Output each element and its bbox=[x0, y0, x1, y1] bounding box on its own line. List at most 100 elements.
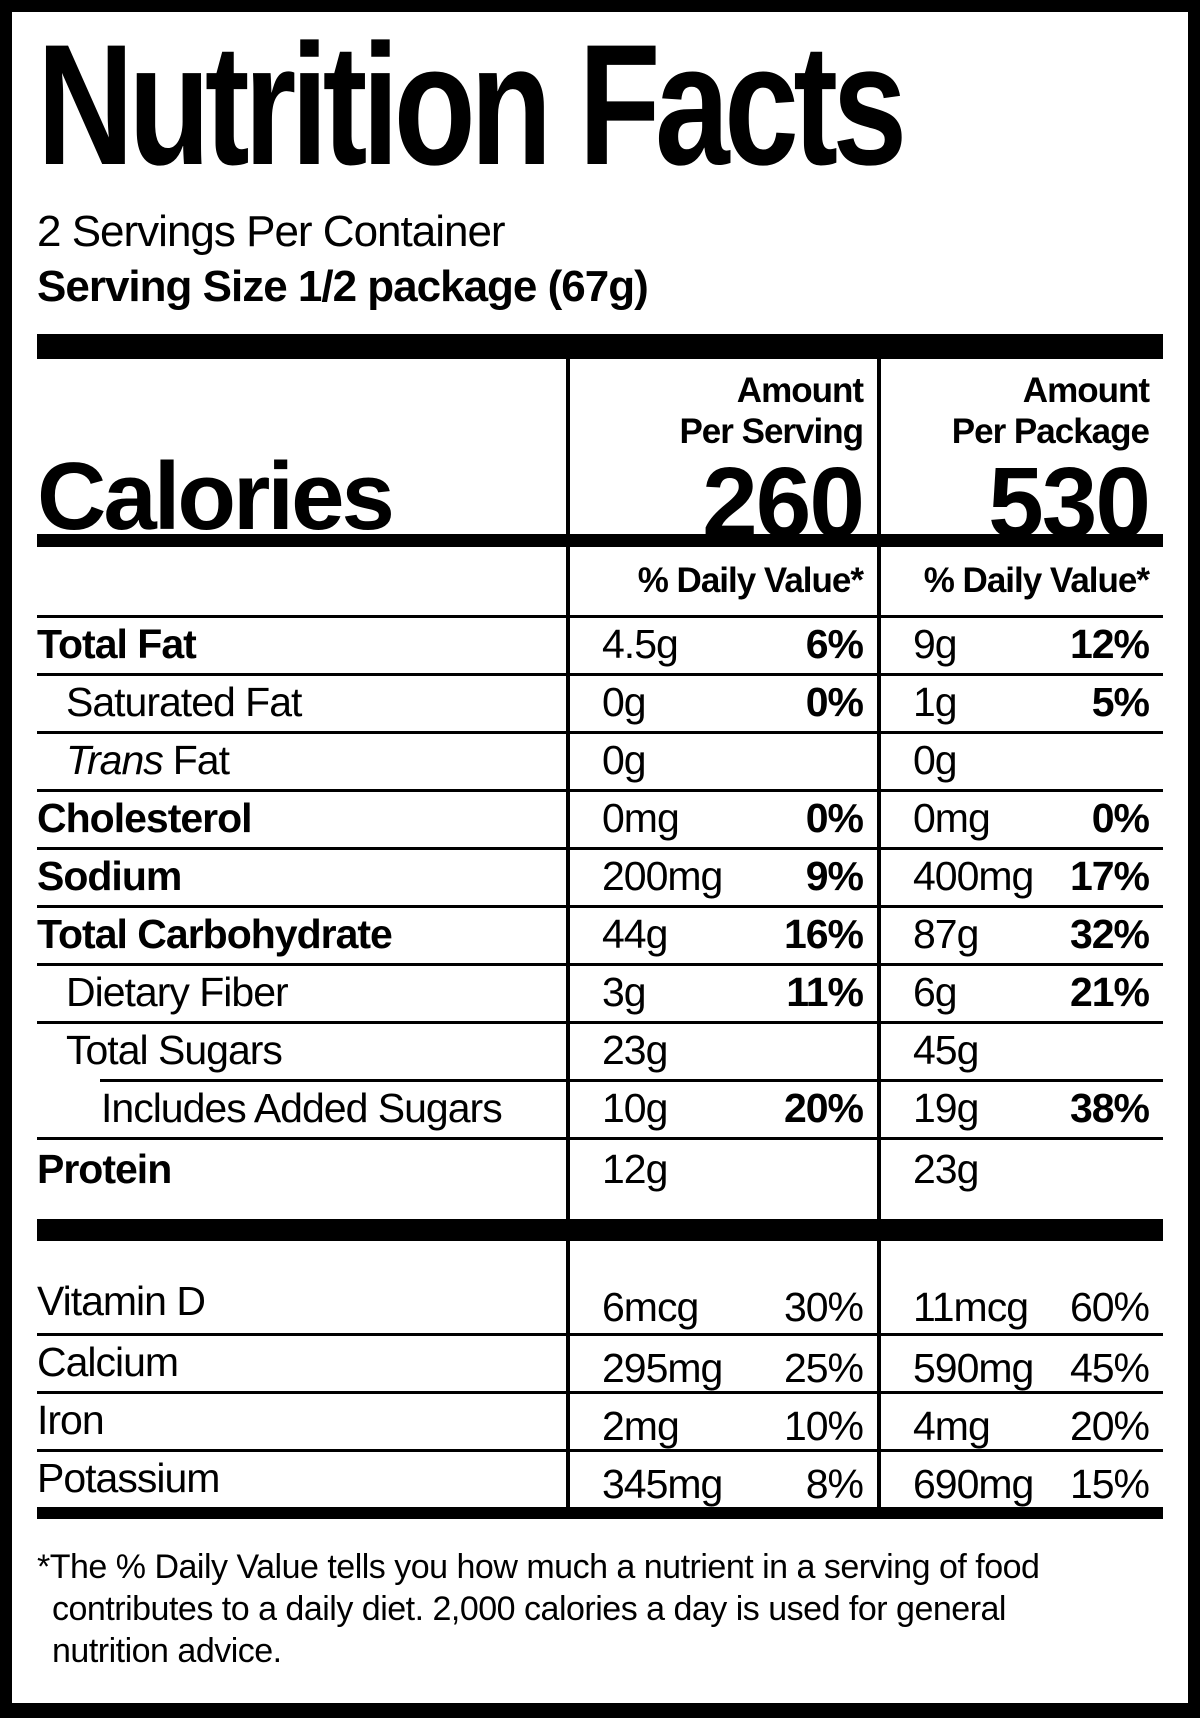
footnote-line: *The % Daily Value tells you how much a … bbox=[37, 1548, 1040, 1586]
divider-bar-protein bbox=[37, 1219, 1163, 1241]
package-dv: 45% bbox=[1069, 1345, 1150, 1391]
label-title: Nutrition Facts bbox=[37, 9, 907, 201]
table-row-added-sugars: Includes Added Sugars 10g 20% 19g 38% bbox=[37, 1079, 1163, 1137]
serving-values: 345mg 8% bbox=[566, 1449, 877, 1508]
table-row-protein: Protein 12g 23g bbox=[37, 1137, 1163, 1219]
package-dv: 12% bbox=[1069, 620, 1150, 667]
footnote-line: contributes to a daily diet. 2,000 calor… bbox=[52, 1589, 1006, 1628]
nutrient-name: Potassium bbox=[37, 1455, 220, 1501]
table-row-iron: Iron 2mg 10% 4mg 20% bbox=[37, 1391, 1163, 1450]
nutrient-name: Total Carbohydrate bbox=[37, 910, 393, 957]
nutrient-name: Includes Added Sugars bbox=[101, 1084, 503, 1131]
package-values: 19g 38% bbox=[877, 1079, 1163, 1137]
serving-amount: 2mg bbox=[602, 1403, 680, 1449]
serving-values: 4.5g 6% bbox=[566, 615, 877, 673]
footnote: *The % Daily Value tells you how much a … bbox=[37, 1547, 1163, 1672]
nutrient-name: Saturated Fat bbox=[66, 678, 302, 725]
calories-label: Calories bbox=[37, 442, 395, 550]
table-row-trans-fat: Trans Fat 0g 0g bbox=[37, 731, 1163, 789]
calories-per-package: Amount Per Package 530 bbox=[877, 359, 1163, 560]
footnote-line: nutrition advice. bbox=[52, 1631, 282, 1670]
package-dv: 38% bbox=[1069, 1084, 1150, 1131]
serving-dv: 9% bbox=[805, 852, 864, 899]
package-values: 590mg 45% bbox=[877, 1333, 1163, 1392]
amount-per-package-header: Amount Per Package bbox=[951, 371, 1150, 452]
table-row-total-sugars: Total Sugars 23g 45g bbox=[37, 1021, 1163, 1079]
serving-values: 23g bbox=[566, 1021, 877, 1079]
nutrient-name: Calcium bbox=[37, 1339, 179, 1385]
amount-per-serving-header: Amount Per Serving bbox=[679, 371, 864, 452]
package-amount: 6g bbox=[913, 968, 958, 1015]
package-amount: 400mg bbox=[913, 852, 1034, 899]
serving-dv: 16% bbox=[783, 910, 864, 957]
package-values: 0g bbox=[877, 731, 1163, 789]
serving-dv: 10% bbox=[783, 1403, 864, 1449]
serving-values: 0g bbox=[566, 731, 877, 789]
serving-values: 44g 16% bbox=[566, 905, 877, 963]
per-package-label: Per Package bbox=[951, 411, 1150, 451]
package-values: 87g 32% bbox=[877, 905, 1163, 963]
serving-dv: 0% bbox=[805, 678, 864, 725]
serving-amount: 4.5g bbox=[602, 620, 679, 667]
table-row-dietary-fiber: Dietary Fiber 3g 11% 6g 21% bbox=[37, 963, 1163, 1021]
amount-label: Amount bbox=[736, 371, 864, 410]
serving-values: 2mg 10% bbox=[566, 1391, 877, 1450]
serving-dv: 30% bbox=[783, 1283, 864, 1330]
serving-dv: 6% bbox=[805, 620, 864, 667]
package-amount: 11mcg bbox=[913, 1283, 1029, 1330]
serving-dv: 20% bbox=[783, 1084, 864, 1131]
divider-bar-calories bbox=[37, 534, 1163, 547]
table-row-vitamin-d: Vitamin D 6mcg 30% 11mcg 60% bbox=[37, 1241, 1163, 1333]
table-row-calcium: Calcium 295mg 25% 590mg 45% bbox=[37, 1333, 1163, 1392]
nutrient-name: Iron bbox=[37, 1397, 105, 1443]
divider-bar-bottom bbox=[37, 1507, 1163, 1519]
serving-size: Serving Size 1/2 package (67g) bbox=[37, 262, 649, 311]
nutrient-name: Dietary Fiber bbox=[66, 968, 289, 1015]
package-values: 690mg 15% bbox=[877, 1449, 1163, 1508]
serving-values: 0mg 0% bbox=[566, 789, 877, 847]
package-dv: 20% bbox=[1069, 1403, 1150, 1449]
table-row-saturated-fat: Saturated Fat 0g 0% 1g 5% bbox=[37, 673, 1163, 731]
package-values: 1g 5% bbox=[877, 673, 1163, 731]
amount-label: Amount bbox=[1022, 371, 1150, 410]
table-row-total-carbohydrate: Total Carbohydrate 44g 16% 87g 32% bbox=[37, 905, 1163, 963]
divider-bar-top bbox=[37, 334, 1163, 359]
package-values: 9g 12% bbox=[877, 615, 1163, 673]
serving-amount: 345mg bbox=[602, 1461, 723, 1507]
package-amount: 87g bbox=[913, 910, 979, 957]
serving-amount: 44g bbox=[602, 910, 668, 957]
calories-per-serving-value: 260 bbox=[702, 447, 865, 560]
serving-dv: 11% bbox=[786, 968, 864, 1015]
table-row-sodium: Sodium 200mg 9% 400mg 17% bbox=[37, 847, 1163, 905]
package-values: 11mcg 60% bbox=[877, 1241, 1163, 1333]
package-values: 4mg 20% bbox=[877, 1391, 1163, 1450]
package-amount: 4mg bbox=[913, 1403, 991, 1449]
calories-per-package-value: 530 bbox=[988, 447, 1151, 560]
package-amount: 1g bbox=[913, 678, 958, 725]
trans-italic: Trans bbox=[66, 736, 164, 783]
serving-amount: 6mcg bbox=[602, 1283, 699, 1330]
daily-value-header-serving: % Daily Value* bbox=[566, 547, 877, 615]
package-dv: 5% bbox=[1091, 678, 1150, 725]
package-values: 400mg 17% bbox=[877, 847, 1163, 905]
package-dv: 21% bbox=[1069, 968, 1150, 1015]
daily-value-header-row: % Daily Value* % Daily Value* bbox=[37, 547, 1163, 615]
nutrient-name: Trans Fat bbox=[37, 731, 566, 789]
serving-values: 6mcg 30% bbox=[566, 1241, 877, 1333]
serving-amount: 0g bbox=[602, 736, 647, 783]
package-values: 23g bbox=[877, 1137, 1163, 1219]
serving-dv: 0% bbox=[805, 794, 864, 841]
table-row-cholesterol: Cholesterol 0mg 0% 0mg 0% bbox=[37, 789, 1163, 847]
empty-cell bbox=[37, 547, 566, 615]
serving-amount: 23g bbox=[602, 1026, 668, 1073]
serving-amount: 10g bbox=[602, 1084, 668, 1131]
table-row-total-fat: Total Fat 4.5g 6% 9g 12% bbox=[37, 615, 1163, 673]
nutrient-name: Total Sugars bbox=[66, 1026, 283, 1073]
serving-dv: 25% bbox=[783, 1345, 864, 1391]
serving-amount: 12g bbox=[602, 1145, 668, 1192]
package-dv: 17% bbox=[1069, 852, 1150, 899]
package-amount: 9g bbox=[913, 620, 958, 667]
package-dv: 15% bbox=[1069, 1461, 1150, 1507]
serving-values: 200mg 9% bbox=[566, 847, 877, 905]
